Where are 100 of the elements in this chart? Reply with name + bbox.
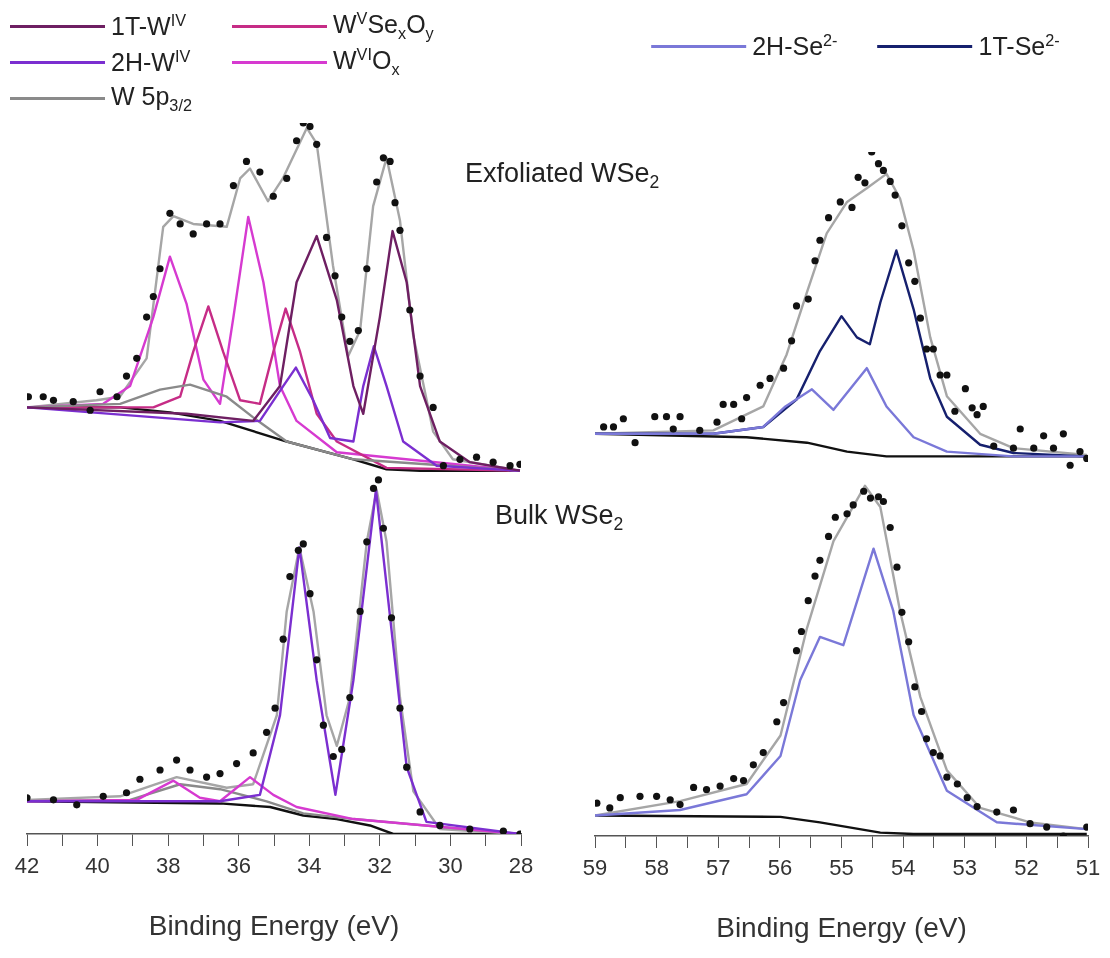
point — [874, 493, 883, 501]
point — [651, 413, 659, 421]
point — [676, 413, 684, 421]
point — [886, 523, 894, 532]
x-axis-title: Binding Energy (eV) — [148, 909, 400, 941]
point — [696, 426, 704, 434]
point — [299, 540, 307, 548]
x-tick-label: 42 — [14, 853, 40, 879]
point — [916, 314, 924, 322]
point — [730, 774, 738, 783]
x-tick-label: 55 — [829, 855, 854, 881]
point — [787, 337, 796, 345]
x-tick-label: 53 — [952, 855, 977, 881]
point — [286, 573, 294, 581]
x-axis-title: Binding Energy (eV) — [716, 911, 967, 943]
point — [249, 749, 257, 757]
point — [456, 455, 464, 463]
point — [824, 532, 833, 541]
x-tick-label: 52 — [1014, 855, 1039, 881]
point — [186, 766, 194, 774]
point — [968, 404, 976, 412]
point — [363, 265, 371, 273]
x-tick-label: 32 — [367, 853, 393, 879]
point — [898, 608, 906, 616]
point — [911, 683, 919, 691]
x-tick-label: 56 — [767, 855, 793, 881]
x-tick-label: 59 — [582, 855, 608, 881]
point — [848, 203, 856, 211]
point — [1040, 432, 1048, 440]
point — [39, 393, 47, 401]
point — [306, 123, 314, 131]
point — [86, 406, 94, 414]
point — [843, 510, 851, 518]
point — [1076, 447, 1084, 456]
point — [831, 513, 839, 521]
point — [229, 181, 238, 190]
point — [943, 371, 951, 379]
point — [369, 484, 378, 493]
point — [506, 462, 514, 470]
point — [936, 371, 944, 379]
point — [804, 295, 812, 303]
point — [993, 808, 1001, 816]
point — [860, 487, 868, 495]
point — [759, 748, 767, 757]
point — [1009, 806, 1018, 814]
point — [874, 160, 883, 168]
point — [279, 635, 287, 643]
point — [319, 721, 327, 729]
legend-label: 2H-W$^{IV}$ — [111, 46, 191, 78]
point — [743, 393, 751, 402]
point — [879, 166, 888, 175]
point — [943, 773, 951, 781]
point — [49, 396, 58, 404]
point — [27, 393, 33, 401]
point — [797, 627, 806, 636]
point — [136, 775, 144, 783]
point — [489, 458, 497, 466]
point — [143, 313, 151, 321]
point — [354, 327, 362, 335]
point — [816, 556, 824, 564]
point — [49, 796, 58, 804]
point — [338, 745, 346, 753]
legend-label: 1T-Se$^{2-}$ — [978, 30, 1060, 62]
point — [893, 563, 901, 571]
point — [416, 808, 424, 816]
point — [973, 411, 981, 419]
x-tick-label: 58 — [644, 855, 669, 881]
point — [203, 220, 211, 228]
point — [269, 192, 277, 200]
point — [918, 707, 926, 716]
point — [406, 306, 414, 314]
point — [666, 796, 674, 804]
point — [166, 209, 174, 217]
point — [189, 230, 197, 238]
x-tick-label: 40 — [85, 853, 110, 879]
point — [1049, 444, 1058, 452]
point — [338, 313, 346, 321]
point — [262, 728, 271, 736]
annotation: Bulk WSe$_{2}$ — [495, 500, 624, 536]
point — [824, 214, 833, 222]
point — [990, 442, 998, 450]
point — [779, 699, 788, 707]
point — [429, 403, 437, 411]
point — [713, 418, 721, 426]
point — [779, 364, 788, 372]
point — [233, 760, 241, 768]
point — [122, 789, 131, 797]
point — [256, 168, 264, 176]
point — [472, 453, 481, 461]
point — [749, 761, 757, 769]
point — [886, 177, 894, 186]
legend-label: W$^{V}$Se$_{x}$O$_{y}$ — [332, 8, 434, 44]
point — [804, 597, 812, 605]
point — [313, 140, 321, 148]
point — [929, 345, 937, 353]
point — [283, 174, 291, 183]
point — [379, 524, 387, 532]
point — [1016, 425, 1024, 433]
point — [1066, 461, 1074, 469]
point — [891, 191, 899, 199]
